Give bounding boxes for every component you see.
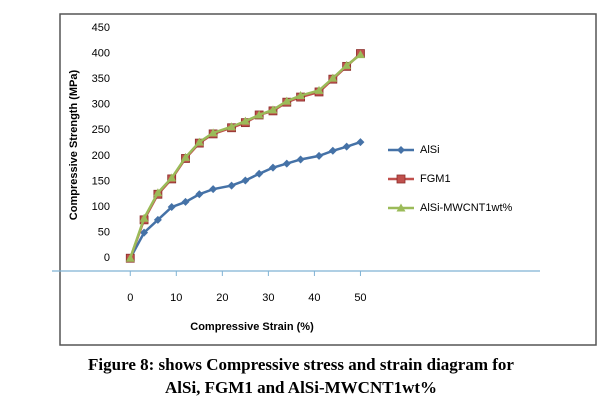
point bbox=[282, 159, 291, 168]
caption-line: AlSi, FGM1 and AlSi-MWCNT1wt% bbox=[165, 378, 437, 397]
point bbox=[153, 215, 162, 224]
point bbox=[314, 85, 324, 94]
y-axis-title: Compressive Strength (MPa) bbox=[68, 69, 80, 220]
point bbox=[241, 176, 250, 185]
point bbox=[227, 122, 237, 131]
point bbox=[167, 173, 177, 182]
point bbox=[209, 185, 218, 194]
legend-marker bbox=[397, 146, 405, 154]
point bbox=[227, 181, 236, 190]
x-tick-label: 10 bbox=[170, 292, 182, 304]
point bbox=[282, 96, 292, 105]
point bbox=[355, 50, 365, 59]
y-tick-label: 350 bbox=[92, 73, 110, 85]
point bbox=[195, 190, 204, 199]
point bbox=[328, 146, 337, 155]
x-tick-label: 30 bbox=[262, 292, 274, 304]
point bbox=[181, 152, 191, 161]
y-tick-label: 400 bbox=[92, 47, 110, 59]
y-tick-label: 0 bbox=[104, 252, 110, 264]
point bbox=[342, 60, 352, 69]
point bbox=[167, 203, 176, 212]
legend-marker bbox=[396, 174, 406, 184]
point bbox=[356, 138, 365, 147]
point bbox=[254, 110, 264, 119]
point bbox=[181, 197, 190, 206]
point bbox=[315, 151, 324, 160]
y-tick-label: 50 bbox=[98, 227, 110, 239]
point bbox=[194, 137, 204, 146]
point bbox=[268, 163, 277, 172]
legend-label: AlSi-MWCNT1wt% bbox=[420, 202, 512, 214]
point bbox=[140, 228, 149, 237]
legend-label: AlSi bbox=[420, 144, 440, 156]
point bbox=[268, 105, 278, 114]
y-tick-label: 200 bbox=[92, 150, 110, 162]
x-axis-title: Compressive Strain (%) bbox=[190, 321, 314, 333]
point bbox=[240, 116, 250, 125]
point bbox=[208, 128, 218, 137]
y-tick-label: 300 bbox=[92, 99, 110, 111]
y-tick-label: 150 bbox=[92, 175, 110, 187]
point bbox=[139, 213, 149, 222]
y-tick-label: 450 bbox=[92, 22, 110, 34]
legend-label: FGM1 bbox=[420, 173, 451, 185]
x-tick-label: 0 bbox=[127, 292, 133, 304]
x-tick-label: 40 bbox=[308, 292, 320, 304]
point bbox=[153, 188, 163, 197]
point bbox=[328, 73, 338, 82]
caption-line: Figure 8: shows Compressive stress and s… bbox=[88, 355, 514, 374]
point bbox=[255, 169, 264, 178]
point bbox=[342, 142, 351, 151]
x-tick-label: 50 bbox=[354, 292, 366, 304]
point bbox=[296, 155, 305, 164]
y-tick-label: 100 bbox=[92, 201, 110, 213]
legend-marker bbox=[396, 203, 406, 212]
point bbox=[296, 91, 306, 100]
x-tick-label: 20 bbox=[216, 292, 228, 304]
y-tick-label: 250 bbox=[92, 124, 110, 136]
point bbox=[125, 253, 135, 262]
chart-frame bbox=[59, 13, 597, 346]
